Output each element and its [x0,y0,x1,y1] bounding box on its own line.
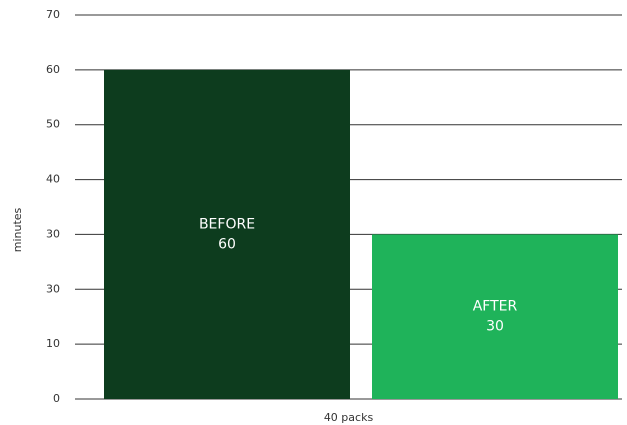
y-tick-label: 0 [53,392,60,405]
y-tick-label: 70 [46,8,60,21]
y-tick-label: 50 [46,118,60,131]
y-axis-label: minutes [11,207,24,252]
bar-value-label: 60 [218,236,236,252]
y-tick-label: 40 [46,173,60,186]
bar-value-label: 30 [486,319,504,335]
y-tick-label: 30 [46,282,60,295]
bar-series-label: AFTER [473,299,518,315]
bar [372,234,618,399]
y-tick-label: 60 [46,63,60,76]
y-tick-label: 30 [46,227,60,240]
y-tick-label: 10 [46,337,60,350]
bar [104,69,350,399]
bar-series-label: BEFORE [199,216,255,232]
x-tick-label: 40 packs [324,411,374,424]
